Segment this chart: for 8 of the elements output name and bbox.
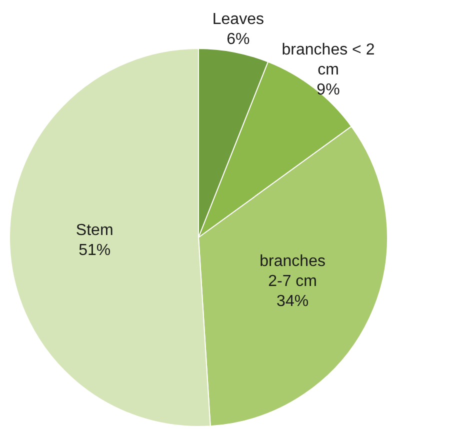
data-label: 51%	[78, 242, 111, 260]
slice-label: branches 2-7 cm	[260, 253, 326, 290]
slice-label: Stem	[76, 222, 114, 240]
slice-label: Leaves	[212, 10, 264, 28]
data-label: 6%	[226, 30, 250, 48]
data-label: 34%	[276, 293, 309, 310]
slice-label: branches < 2 cm	[282, 42, 375, 79]
data-label: 9%	[316, 82, 340, 99]
